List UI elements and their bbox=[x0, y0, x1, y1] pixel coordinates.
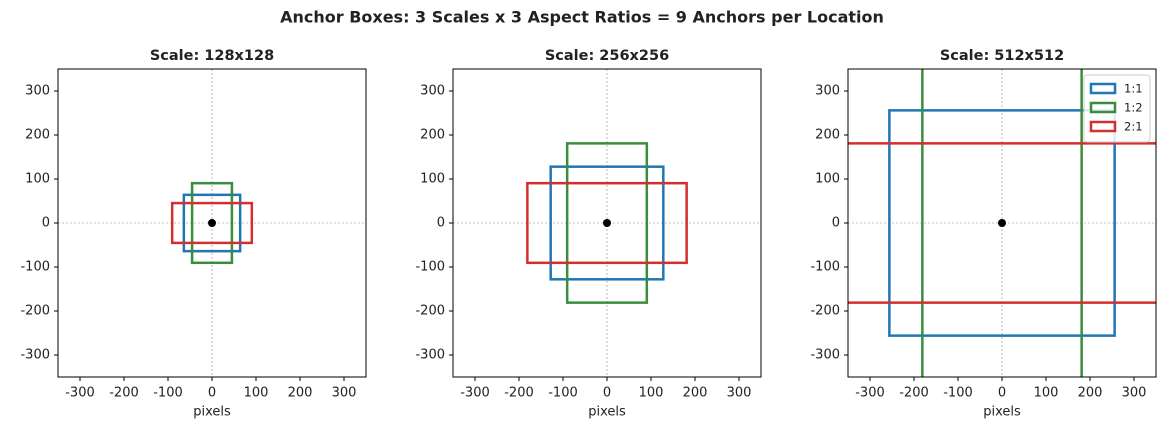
x-tick-label: -300 bbox=[65, 386, 95, 401]
anchor-box bbox=[549, 165, 665, 281]
y-tick-label: -100 bbox=[810, 260, 840, 275]
y-tick-label: 300 bbox=[25, 84, 50, 99]
x-tick-label: -100 bbox=[943, 386, 973, 401]
y-tick-label: 200 bbox=[25, 128, 50, 143]
plot-area bbox=[848, 69, 1156, 377]
x-tick-label: 0 bbox=[208, 386, 216, 401]
x-tick-label: 300 bbox=[1122, 386, 1147, 401]
subplot-title: Scale: 128x128 bbox=[150, 48, 274, 64]
x-tick-label: 200 bbox=[288, 386, 313, 401]
subplot-title: Scale: 256x256 bbox=[545, 48, 669, 64]
legend-label: 1:2 bbox=[1124, 101, 1143, 115]
x-tick-label: 0 bbox=[998, 386, 1006, 401]
figure-title: Anchor Boxes: 3 Scales x 3 Aspect Ratios… bbox=[280, 8, 884, 27]
x-tick-label: -200 bbox=[899, 386, 929, 401]
anchor-box bbox=[848, 142, 1156, 304]
y-tick-label: 100 bbox=[815, 172, 840, 187]
anchor-box bbox=[565, 142, 649, 304]
plot-area bbox=[453, 69, 761, 377]
anchor-box bbox=[526, 181, 688, 265]
x-tick-label: -100 bbox=[153, 386, 183, 401]
subplot-title: Scale: 512x512 bbox=[940, 48, 1064, 64]
legend-swatch bbox=[1089, 82, 1117, 95]
y-tick-label: -200 bbox=[810, 304, 840, 319]
y-tick-label: -300 bbox=[415, 348, 445, 363]
y-tick-label: -100 bbox=[20, 260, 50, 275]
legend-label: 2:1 bbox=[1124, 120, 1143, 134]
anchor-box bbox=[190, 181, 234, 265]
x-tick-label: -200 bbox=[109, 386, 139, 401]
x-axis-label: pixels bbox=[588, 405, 626, 420]
x-tick-label: -200 bbox=[504, 386, 534, 401]
center-point bbox=[603, 219, 611, 227]
y-tick-label: 200 bbox=[815, 128, 840, 143]
subplot: Scale: 512x512 -300 -200 -100 0 100 200 300 -300… bbox=[810, 48, 1157, 420]
x-tick-label: 300 bbox=[727, 386, 752, 401]
legend: 1:1 1:2 2:1 bbox=[1083, 74, 1151, 143]
legend-swatch bbox=[1089, 101, 1117, 114]
x-tick-label: 100 bbox=[244, 386, 269, 401]
legend-swatch bbox=[1089, 120, 1117, 133]
y-tick-label: -300 bbox=[810, 348, 840, 363]
center-point bbox=[208, 219, 216, 227]
y-tick-label: -200 bbox=[20, 304, 50, 319]
x-tick-label: -100 bbox=[548, 386, 578, 401]
y-tick-label: 300 bbox=[420, 84, 445, 99]
legend-label: 1:1 bbox=[1124, 82, 1143, 96]
y-tick-label: 0 bbox=[437, 216, 445, 231]
x-tick-label: 0 bbox=[603, 386, 611, 401]
y-tick-label: 0 bbox=[832, 216, 840, 231]
center-point bbox=[998, 219, 1006, 227]
subplot: Scale: 128x128 -300 -200 -100 0 100 200 300 -300… bbox=[20, 48, 367, 420]
x-tick-label: 200 bbox=[683, 386, 708, 401]
anchor-box bbox=[888, 109, 1116, 337]
x-axis-label: pixels bbox=[983, 405, 1021, 420]
x-tick-label: -300 bbox=[855, 386, 885, 401]
y-tick-label: 300 bbox=[815, 84, 840, 99]
x-tick-label: -300 bbox=[460, 386, 490, 401]
x-axis-label: pixels bbox=[193, 405, 231, 420]
y-tick-label: -300 bbox=[20, 348, 50, 363]
y-tick-label: -200 bbox=[415, 304, 445, 319]
x-tick-label: 100 bbox=[1034, 386, 1059, 401]
x-tick-label: 300 bbox=[332, 386, 357, 401]
x-tick-label: 200 bbox=[1078, 386, 1103, 401]
y-tick-label: 200 bbox=[420, 128, 445, 143]
y-tick-label: 0 bbox=[42, 216, 50, 231]
y-tick-label: 100 bbox=[25, 172, 50, 187]
x-tick-label: 100 bbox=[639, 386, 664, 401]
y-tick-label: -100 bbox=[415, 260, 445, 275]
y-tick-label: 100 bbox=[420, 172, 445, 187]
plot-area bbox=[58, 69, 366, 377]
subplot: Scale: 256x256 -300 -200 -100 0 100 200 300 -300… bbox=[415, 48, 762, 420]
anchor-box bbox=[182, 193, 242, 253]
anchor-box bbox=[170, 201, 254, 245]
anchor-box bbox=[921, 69, 1083, 377]
